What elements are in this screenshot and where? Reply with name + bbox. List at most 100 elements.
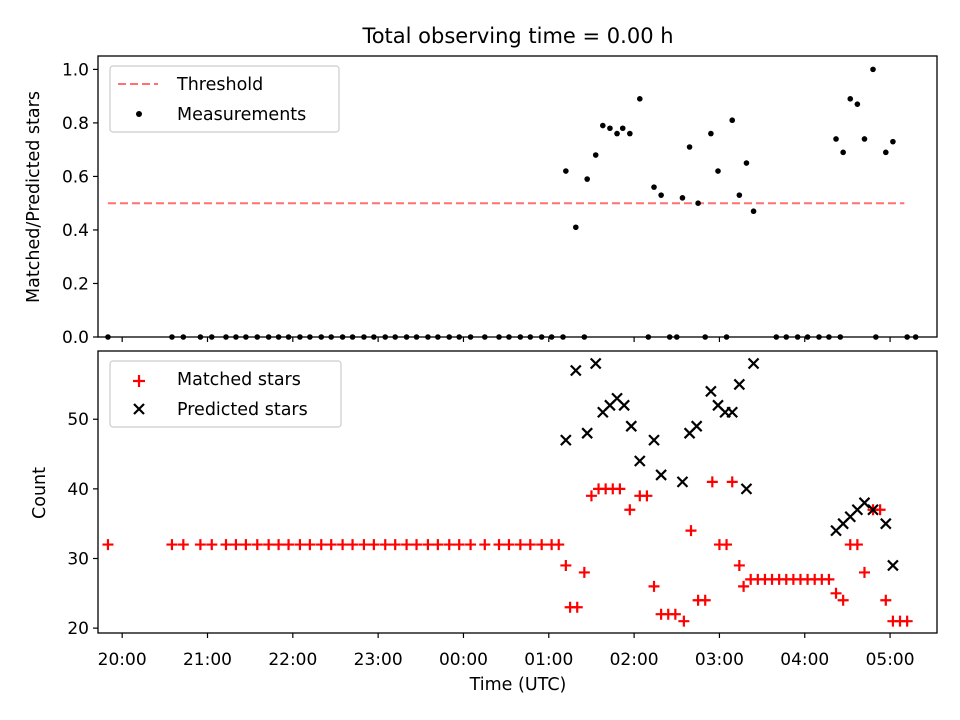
- matched-point: [669, 608, 681, 620]
- matched-point: [721, 539, 733, 551]
- matched-point: [304, 539, 316, 551]
- matched-point: [578, 566, 590, 578]
- matched-point: [624, 504, 636, 516]
- predicted-point: [740, 483, 753, 495]
- matched-point: [337, 539, 349, 551]
- top-y-tick-label: 0.2: [62, 274, 89, 294]
- matched-point: [706, 476, 718, 488]
- x-tick-label: 21:00: [183, 650, 232, 670]
- x-tick-label: 23:00: [354, 650, 403, 670]
- matched-point: [648, 580, 660, 592]
- matched-point: [699, 594, 711, 606]
- matched-point: [379, 539, 391, 551]
- measurement-point: [573, 224, 579, 231]
- matched-point: [830, 587, 842, 599]
- x-tick-label: 03:00: [695, 650, 744, 670]
- measurement-point: [600, 122, 606, 129]
- bottom-x-ticks: 20:00 21:00 22:00 23:00 00:00 01:00 02:00 03:00…: [98, 633, 915, 670]
- bottom-y-tick-label: 50: [67, 410, 89, 430]
- matched-point: [206, 539, 218, 551]
- x-tick-label: 20:00: [98, 650, 147, 670]
- legend-predicted-marker: [133, 403, 145, 415]
- measurement-point: [584, 176, 590, 182]
- measurement-point: [686, 144, 693, 150]
- predicted-point: [589, 357, 602, 370]
- matched-point: [503, 539, 515, 551]
- matched-points: [102, 476, 913, 627]
- top-legend-box: [109, 65, 340, 133]
- predicted-point: [733, 378, 746, 391]
- matched-point: [443, 539, 455, 551]
- matched-point: [166, 539, 178, 551]
- x-tick-label: 05:00: [866, 650, 915, 670]
- predicted-point: [887, 559, 899, 572]
- predicted-point: [581, 427, 593, 439]
- matched-point: [389, 539, 401, 551]
- measurement-point: [736, 192, 743, 198]
- measurement-point: [861, 136, 868, 142]
- legend-measurements-label: Measurements: [177, 105, 306, 125]
- measurement-point: [750, 208, 757, 215]
- x-tick-label: 22:00: [268, 650, 317, 670]
- predicted-point: [867, 503, 879, 516]
- top-y-tick-label: 1.0: [62, 60, 89, 80]
- bottom-plot-frame: [97, 350, 938, 634]
- top-panel: 0.0 0.2 0.4 0.6 0.8 1.0 Matched/Predicted sta…: [24, 55, 938, 348]
- bottom-y-tick-label: 30: [67, 549, 89, 569]
- measurement-point: [833, 136, 839, 142]
- matched-point: [560, 559, 572, 571]
- x-tick-label: 01:00: [524, 650, 573, 670]
- measurement-point: [592, 152, 599, 158]
- bottom-y-tick-label: 20: [67, 619, 89, 639]
- bottom-legend: Matched stars Predicted stars: [109, 360, 342, 428]
- measurement-point: [607, 125, 613, 132]
- top-plot-frame: [97, 55, 938, 338]
- top-x-ticks: [121, 337, 891, 342]
- matched-point: [837, 594, 849, 606]
- measurement-point: [658, 192, 664, 198]
- bottom-y-axis-label: Count: [30, 467, 50, 519]
- measurement-point: [847, 96, 854, 102]
- bottom-panel: 20 30 40 50 20:00 21:00 22:00 23:00 00:00 01:00 0…: [30, 350, 938, 695]
- matched-point: [685, 525, 697, 537]
- matched-point: [585, 490, 597, 502]
- predicted-point: [880, 517, 892, 530]
- matched-point: [479, 539, 491, 551]
- legend-threshold-label: Threshold: [176, 75, 263, 95]
- predicted-point: [625, 420, 638, 432]
- matched-point: [874, 504, 886, 516]
- matched-point: [465, 539, 477, 551]
- predicted-point: [690, 420, 703, 432]
- measurement-point: [695, 200, 701, 206]
- matched-point: [493, 539, 505, 551]
- predicted-point: [560, 434, 572, 446]
- matched-point: [641, 490, 653, 502]
- legend-measurements-marker: [136, 111, 142, 117]
- matched-point: [823, 573, 835, 585]
- matched-point: [401, 539, 413, 551]
- bottom-y-ticks: 20 30 40 50: [67, 410, 98, 639]
- matched-point: [411, 539, 423, 551]
- matched-point: [358, 539, 370, 551]
- matched-point: [432, 539, 444, 551]
- matched-point: [325, 539, 337, 551]
- measurement-point: [619, 125, 626, 132]
- predicted-point: [858, 497, 871, 509]
- matched-point: [315, 539, 327, 551]
- chart-title: Total observing time = 0.00 h: [361, 24, 673, 48]
- measurement-point: [729, 117, 736, 124]
- predicted-point: [648, 434, 660, 446]
- predicted-points: [560, 357, 899, 572]
- matched-point: [901, 615, 913, 627]
- matched-point: [422, 539, 434, 551]
- predicted-point: [676, 476, 689, 488]
- matched-point: [738, 580, 750, 592]
- matched-point: [294, 539, 306, 551]
- matched-point: [733, 559, 745, 571]
- bottom-y-tick-label: 40: [67, 480, 89, 500]
- predicted-point: [570, 364, 582, 377]
- measurement-point: [854, 101, 861, 107]
- matched-point: [858, 566, 870, 578]
- measurement-point: [840, 149, 846, 156]
- matched-point: [263, 539, 275, 551]
